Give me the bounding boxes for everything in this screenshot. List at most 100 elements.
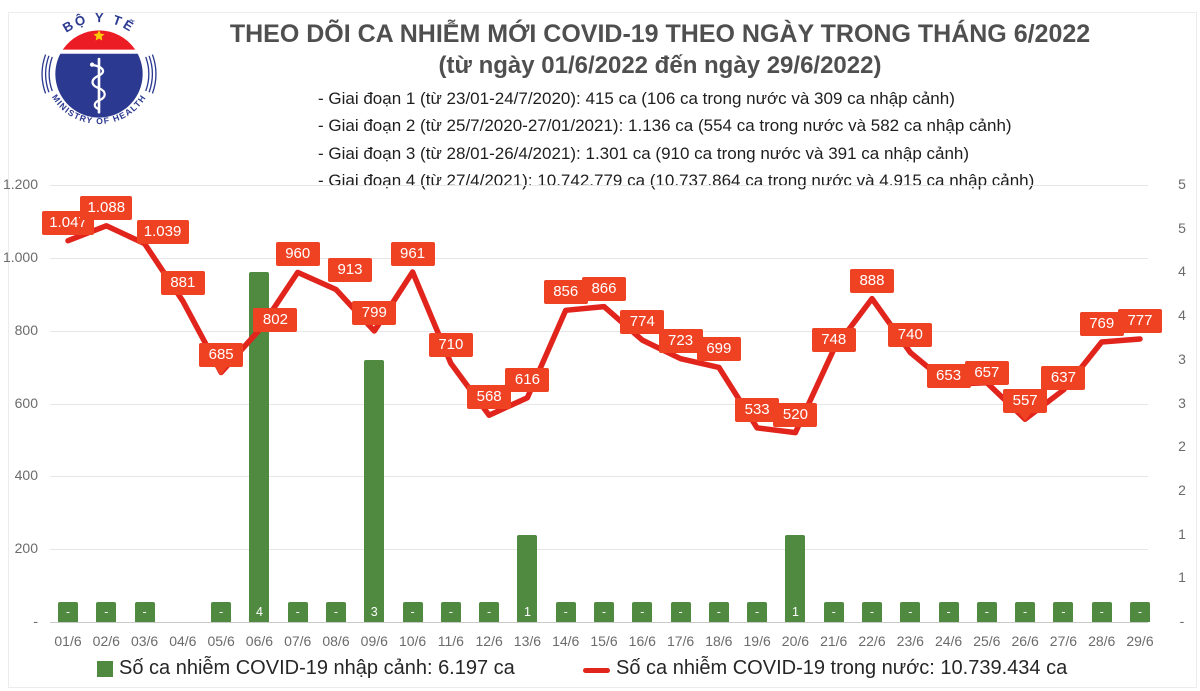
x-axis-label: 12/6 <box>475 633 503 649</box>
x-axis-label: 24/6 <box>934 633 963 649</box>
imported-cases-bar <box>593 602 614 622</box>
line-data-label: 657 <box>964 360 1009 385</box>
line-data-label: 960 <box>275 242 320 267</box>
imported-cases-bar <box>670 602 691 622</box>
imported-cases-bar <box>785 534 806 622</box>
left-axis-tick: 1.000 <box>2 248 38 265</box>
gridline <box>50 257 1148 259</box>
line-data-label: 616 <box>505 367 550 392</box>
line-data-label: 881 <box>160 271 205 296</box>
x-axis-label: 10/6 <box>398 633 427 649</box>
x-axis-label: 08/6 <box>322 633 350 649</box>
x-axis-label: 17/6 <box>666 633 695 649</box>
imported-cases-bar <box>134 602 155 622</box>
logo-flag-red-cap <box>62 30 136 50</box>
x-axis-label: 02/6 <box>92 633 120 649</box>
line-data-label: 866 <box>581 276 626 301</box>
bar-data-label: - <box>563 605 568 619</box>
x-axis-label: 15/6 <box>590 633 618 649</box>
imported-cases-bar <box>555 602 576 622</box>
gridline <box>50 403 1148 405</box>
right-axis-tick: 3 <box>1178 350 1186 367</box>
line-data-label: 723 <box>658 328 703 353</box>
line-data-label: 777 <box>1117 309 1162 334</box>
imported-cases-bar <box>58 602 78 622</box>
bar-data-label: - <box>984 605 989 619</box>
right-axis-tick: 5 <box>1178 176 1186 192</box>
bar-data-label: - <box>908 605 913 619</box>
x-axis-label: 27/6 <box>1049 633 1078 649</box>
bar-data-label: - <box>601 605 607 619</box>
imported-cases-bar <box>325 602 346 622</box>
imported-cases-bar <box>287 602 308 622</box>
left-axis-tick: - <box>33 613 38 629</box>
phase-line-1: - Giai đoạn 1 (từ 23/01-24/7/2020): 415 … <box>318 89 955 108</box>
x-axis-label: 11/6 <box>437 633 464 649</box>
right-axis-tick: 1 <box>1178 569 1186 586</box>
x-axis-label: 13/6 <box>513 633 542 649</box>
chart-title: THEO DÕI CA NHIỄM MỚI COVID-19 THEO NGÀY… <box>229 20 1091 48</box>
x-axis-label: 04/6 <box>169 633 197 649</box>
bar-data-label: - <box>333 605 339 619</box>
gridline <box>50 622 1148 623</box>
x-axis-label: 06/6 <box>245 633 274 649</box>
bar-data-label: - <box>448 605 453 619</box>
x-axis-label: 16/6 <box>628 633 656 649</box>
imported-cases-bar <box>479 602 500 622</box>
x-axis-label: 25/6 <box>973 633 1001 649</box>
bar-data-label: - <box>487 605 492 619</box>
legend-imported-label: Số ca nhiễm COVID-19 nhập cảnh: 6.197 ca <box>119 657 515 679</box>
imported-cases-bar <box>900 602 921 622</box>
bar-data-label: - <box>755 605 760 619</box>
line-data-label: 856 <box>543 280 588 305</box>
bar-data-label: - <box>104 605 109 619</box>
bar-data-label: - <box>65 605 71 619</box>
x-axis-label: 09/6 <box>360 633 388 649</box>
line-data-label: 913 <box>327 257 372 282</box>
legend-domestic-swatch <box>583 668 610 673</box>
line-data-label: 699 <box>696 337 741 362</box>
right-axis-tick: 3 <box>1178 394 1186 411</box>
line-data-label: 888 <box>849 268 894 293</box>
domestic-cases-polyline <box>65 223 1143 436</box>
imported-cases-bar <box>1015 602 1036 622</box>
x-axis-label: 23/6 <box>896 633 924 649</box>
x-axis-label: 20/6 <box>781 633 810 649</box>
logo-decorative-arcs <box>41 54 157 94</box>
bar-data-label: - <box>1023 605 1028 619</box>
right-axis-tick: 2 <box>1178 481 1186 498</box>
bar-data-label: - <box>142 605 147 619</box>
left-axis-tick: 200 <box>14 540 38 557</box>
label-pointer <box>1019 413 1032 422</box>
imported-cases-bar <box>708 602 729 622</box>
star-icon <box>93 30 105 41</box>
imported-cases-bar <box>1091 602 1112 622</box>
imported-cases-bar <box>823 602 844 622</box>
right-axis-tick: 4 <box>1178 307 1186 324</box>
bar-data-label: - <box>1137 605 1143 619</box>
x-axis-label: 01/6 <box>54 633 82 649</box>
line-data-label: 748 <box>811 327 856 352</box>
x-axis-label: 19/6 <box>743 633 771 649</box>
imported-cases-bar <box>1129 602 1150 622</box>
imported-cases-bar <box>861 602 882 622</box>
phase-line-4: - Giai đoạn 4 (từ 27/4/2021): 10.742.779… <box>318 171 1035 191</box>
x-axis-label: 29/6 <box>1126 633 1154 649</box>
legend-imported-swatch <box>97 661 113 677</box>
phase-line-2: - Giai đoạn 2 (từ 25/7/2020-27/01/2021):… <box>318 116 1012 136</box>
line-data-label: 557 <box>1003 389 1048 414</box>
line-data-label: 568 <box>467 385 512 410</box>
line-data-label: 1.088 <box>80 195 133 220</box>
gridline <box>50 330 1148 332</box>
line-data-label: 710 <box>428 333 473 358</box>
line-data-label: 799 <box>352 301 397 326</box>
x-axis-label: 22/6 <box>858 633 886 649</box>
gridline <box>50 476 1148 478</box>
line-data-label: 740 <box>888 322 933 347</box>
imported-cases-bar <box>747 602 768 622</box>
legend-domestic-label: Số ca nhiễm COVID-19 trong nước: 10.739.… <box>616 657 1068 679</box>
line-data-label: 520 <box>773 402 818 427</box>
line-data-label: 1.039 <box>136 219 189 244</box>
bar-data-label: - <box>295 605 300 619</box>
